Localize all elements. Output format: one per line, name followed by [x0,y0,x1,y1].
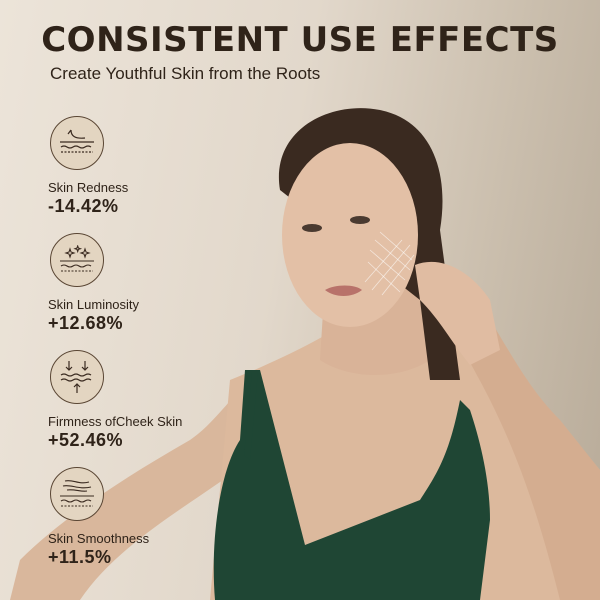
page-subtitle: Create Youthful Skin from the Roots [50,64,321,83]
stat-value: +52.46% [48,430,124,450]
model-hand [415,261,500,365]
stat-skin-redness: Skin Redness -14.42% [48,116,248,217]
cheek-grid-overlay [364,231,415,296]
model-dress [213,370,490,600]
stat-skin-smoothness: Skin Smoothness +11.5% [48,467,248,568]
skin-luminosity-icon [50,233,104,287]
stat-value: +12.68% [48,313,124,333]
stat-cheek-firmness: Firmness ofCheek Skin +52.46% [48,350,248,451]
stat-value: -14.42% [48,196,119,216]
skin-smoothness-icon [50,467,104,521]
stat-label: Firmness ofCheek Skin [48,414,183,429]
page-title: CONSISTENT USE EFFECTS [41,20,559,60]
stat-skin-luminosity: Skin Luminosity +12.68% [48,233,248,334]
stat-label: Skin Smoothness [48,531,150,546]
stat-label: Skin Redness [48,180,129,195]
skin-redness-icon [50,116,104,170]
model-arm [10,380,260,600]
model-face [282,143,418,327]
skin-firmness-icon [50,350,104,404]
stat-value: +11.5% [48,547,112,567]
model-raised-arm [440,290,600,600]
stat-label: Skin Luminosity [48,297,140,312]
